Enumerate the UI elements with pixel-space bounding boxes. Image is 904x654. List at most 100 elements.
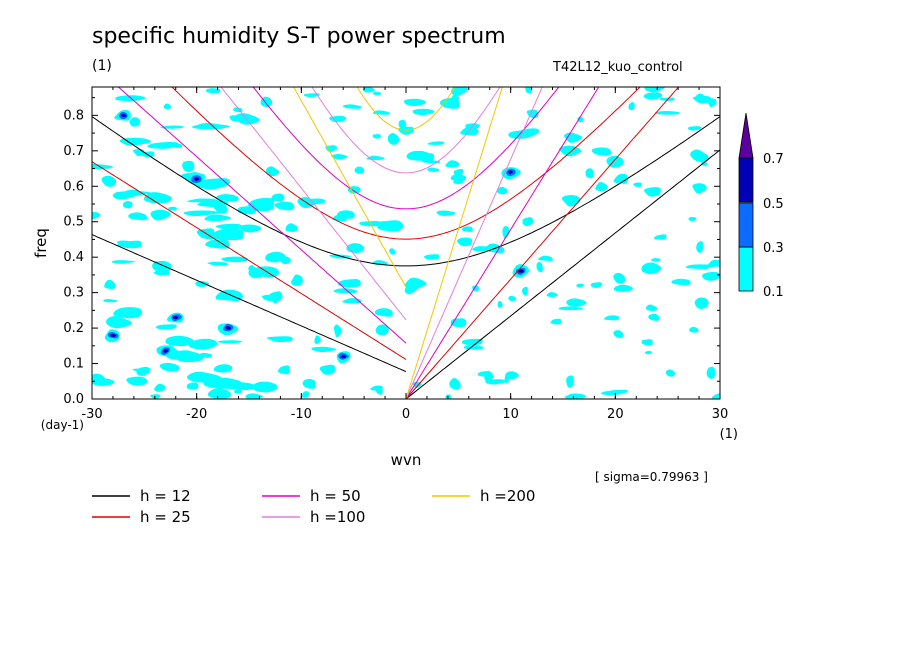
colorbar-arrow [738, 112, 754, 159]
contour-patch [374, 308, 393, 317]
y-tick-label: 0.0 [63, 392, 84, 407]
contour-patch [576, 283, 585, 288]
y-tick-label: 0.6 [63, 179, 84, 194]
contour-patch [477, 371, 491, 378]
contour-patch [187, 198, 218, 203]
contour-patch [347, 186, 361, 194]
contour-patch [398, 119, 407, 130]
low-frequency-curve [117, 87, 407, 344]
contour-patch [423, 254, 440, 260]
contour-patch [566, 298, 587, 307]
contour-patch [648, 313, 660, 321]
contour-patch [412, 150, 431, 159]
contour-patch [150, 209, 171, 221]
contour-patch [362, 87, 375, 93]
contour-patch [92, 373, 106, 384]
inertio-gravity-curve [252, 87, 560, 210]
kelvin-curve [405, 149, 720, 399]
colorbar: 0.1 0.3 0.5 0.7 [738, 112, 784, 300]
x-tick-label: 20 [607, 407, 624, 422]
contour-patch [613, 330, 624, 339]
contour-patch [641, 262, 662, 275]
contour-patch [628, 102, 635, 111]
contour-patch [274, 201, 295, 211]
kelvin-curve [405, 87, 600, 399]
y-axis-label: freq [32, 228, 50, 258]
contour-patch [372, 134, 382, 139]
contour-patch [505, 371, 519, 380]
contour-patch [461, 226, 473, 232]
contour-patch [340, 355, 347, 359]
legend: h = 12 h = 25 h = 50 h =100 h =200 [92, 487, 535, 526]
contour-patch [191, 124, 230, 129]
contour-patch [163, 103, 172, 110]
contour-patch [456, 237, 473, 247]
contour-patch [329, 115, 347, 123]
contour-patch [186, 382, 199, 390]
contour-patch [453, 178, 464, 185]
contour-patch [301, 391, 310, 398]
contour-patch [687, 126, 702, 131]
contour-patch [331, 154, 348, 160]
contour-patch [153, 270, 170, 276]
contour-patch [269, 291, 283, 304]
kelvin-curve [405, 87, 680, 399]
contour-patch [117, 240, 142, 249]
inertio-gravity-curve [92, 116, 720, 267]
contour-patch [196, 182, 221, 188]
contour-patch [685, 264, 710, 270]
contour-patch [688, 216, 697, 222]
contour-patch [566, 375, 574, 388]
contour-patch [372, 110, 391, 115]
contour-patch [643, 92, 663, 100]
contour-patch [155, 324, 177, 330]
x-tick-label: -10 [291, 407, 312, 422]
contour-patch [497, 186, 508, 195]
contour-patch [436, 210, 456, 216]
contour-patch [225, 326, 232, 330]
contour-patch [387, 133, 400, 145]
contour-patch [485, 379, 507, 385]
low-frequency-curve [220, 87, 407, 321]
contour-patch [119, 137, 152, 146]
contour-patch [159, 362, 180, 372]
contour-patch [404, 277, 427, 290]
contour-patch [497, 300, 503, 308]
colorbar-label: 0.3 [763, 241, 784, 256]
contour-patch [245, 393, 263, 399]
contour-patch [277, 365, 290, 375]
contour-patch [522, 217, 534, 227]
contour-patch [302, 378, 316, 389]
colorbar-label: 0.1 [763, 285, 784, 300]
contour-patch [559, 145, 582, 157]
contour-patch [644, 350, 653, 355]
dispersion-curves [92, 87, 720, 399]
y-tick-label: 0.1 [63, 357, 84, 372]
contour-patch [372, 91, 382, 96]
contour-patch [319, 364, 336, 375]
contour-patch [122, 200, 133, 209]
contour-patch [692, 95, 712, 104]
legend-label: h = 12 [140, 487, 191, 505]
contour-patch [520, 128, 540, 137]
inertio-gravity-curve [311, 87, 501, 174]
contour-patch [375, 387, 383, 395]
contour-patch [207, 388, 232, 399]
contour-patch [160, 125, 185, 129]
contour-patch [152, 260, 172, 273]
contour-patch [550, 318, 562, 325]
contour-patch [143, 192, 172, 204]
contour-patch [205, 88, 221, 94]
inertio-gravity-curve [356, 87, 456, 131]
contour-patch [403, 98, 427, 107]
contour-patch [186, 371, 221, 383]
contour-patch [132, 368, 152, 372]
contour-patch [110, 333, 117, 338]
contour-patch [266, 336, 293, 343]
contour-patch [692, 183, 707, 194]
contour-patch [633, 182, 642, 187]
contour-patch [103, 299, 118, 303]
contour-patch [451, 87, 468, 96]
y-tick-label: 0.2 [63, 321, 84, 336]
contour-patch [427, 141, 445, 145]
